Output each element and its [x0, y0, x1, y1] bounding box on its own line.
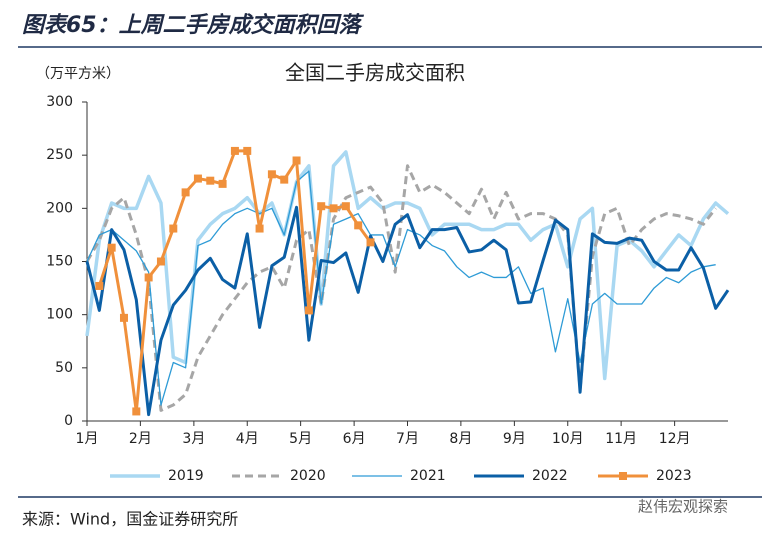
y-tick-label: 0 — [64, 413, 73, 429]
line — [85, 150, 730, 381]
y-tick-label: 250 — [46, 147, 73, 163]
marker — [132, 407, 141, 416]
marker — [354, 221, 363, 230]
marker — [156, 257, 165, 266]
x-tick-label: 11月 — [605, 431, 637, 447]
x-tick-label: 2月 — [129, 431, 152, 447]
marker — [218, 179, 227, 188]
marker — [329, 204, 338, 213]
legend-label: 2019 — [168, 468, 204, 484]
x-tick-label: 7月 — [396, 431, 419, 447]
legend-label: 2022 — [532, 468, 568, 484]
marker — [317, 202, 326, 211]
marker — [304, 306, 313, 315]
x-tick-label: 4月 — [236, 431, 259, 447]
x-tick-label: 6月 — [343, 431, 366, 447]
y-tick-label: 100 — [46, 307, 73, 323]
marker — [119, 313, 128, 322]
marker — [193, 174, 202, 183]
marker — [255, 224, 264, 233]
y-tick-label: 150 — [46, 254, 73, 270]
y-tick-label: 300 — [46, 94, 73, 110]
legend-label: 2020 — [290, 468, 326, 484]
x-tick-label: 5月 — [289, 431, 312, 447]
x-tick-label: 1月 — [76, 431, 99, 447]
marker — [267, 170, 276, 179]
line — [86, 170, 716, 406]
legend-marker — [619, 472, 627, 480]
marker — [341, 202, 350, 211]
marker — [95, 281, 104, 290]
marker — [230, 146, 239, 155]
chart-title: 全国二手房成交面积 — [285, 61, 465, 85]
y-tick-label: 200 — [46, 200, 73, 216]
x-tick-label: 10月 — [552, 431, 584, 447]
y-axis-label: （万平方米） — [36, 66, 120, 82]
marker — [144, 273, 153, 282]
line — [85, 205, 730, 417]
marker — [366, 238, 375, 247]
page-title: 图表65：上周二手房成交面积回落 — [22, 12, 365, 38]
legend-label: 2023 — [656, 468, 692, 484]
marker — [107, 243, 116, 252]
watermark: 赵伟宏观探索 — [638, 498, 728, 516]
x-tick-label: 3月 — [182, 431, 205, 447]
y-tick-label: 50 — [55, 360, 73, 376]
marker — [280, 175, 289, 184]
source: 来源：Wind，国金证券研究所 — [22, 510, 238, 529]
marker — [206, 176, 215, 185]
legend-label: 2021 — [410, 468, 446, 484]
x-tick-label: 8月 — [449, 431, 472, 447]
marker — [292, 156, 301, 165]
marker — [243, 146, 252, 155]
marker — [181, 188, 190, 197]
x-tick-label: 9月 — [503, 431, 526, 447]
marker — [169, 224, 178, 233]
x-tick-label: 12月 — [659, 431, 691, 447]
